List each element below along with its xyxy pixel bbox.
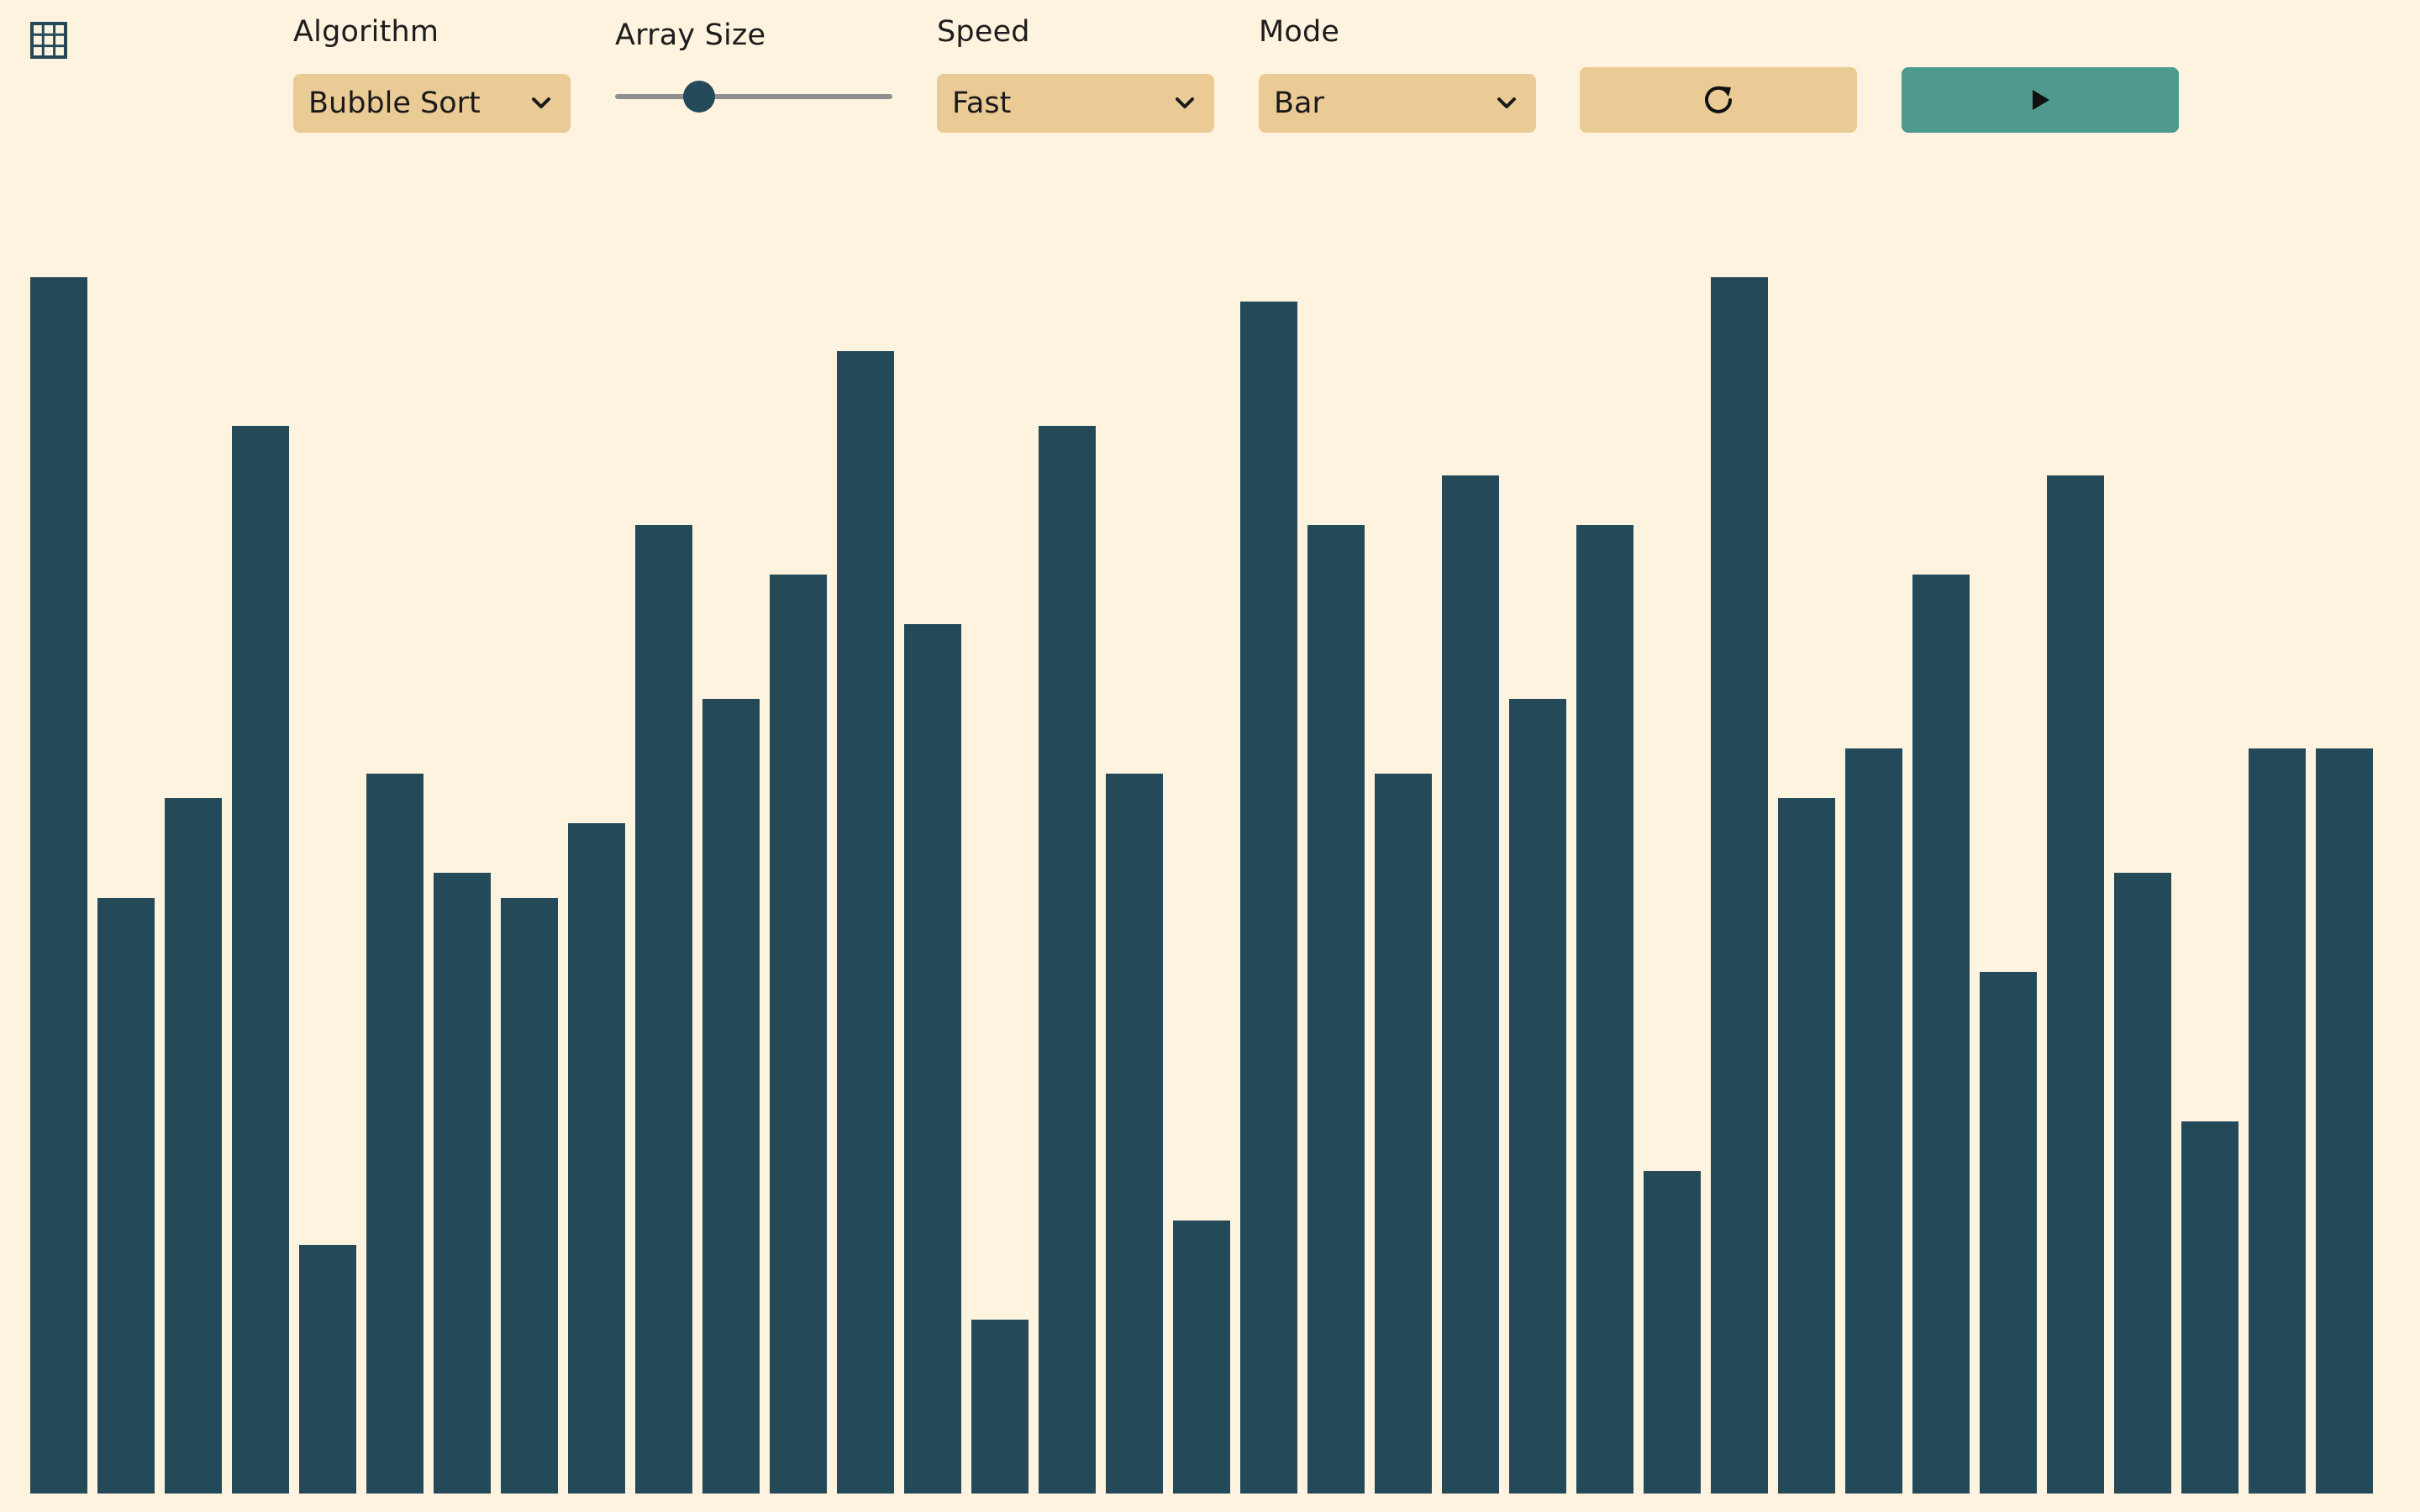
array-bar	[1509, 699, 1567, 1494]
array-bar	[837, 351, 895, 1494]
array-bar	[1375, 773, 1433, 1494]
mode-select[interactable]: Bar	[1259, 74, 1536, 133]
array-bar	[366, 773, 424, 1494]
array-bar	[1106, 773, 1164, 1494]
array-bar	[2114, 873, 2172, 1494]
speed-label: Speed	[937, 15, 1030, 49]
chevron-down-icon	[532, 97, 550, 108]
mode-label: Mode	[1259, 15, 1340, 49]
array-bar	[635, 525, 693, 1494]
refresh-icon	[1705, 86, 1732, 113]
chevron-down-icon	[1497, 97, 1516, 108]
array-bar	[1307, 525, 1365, 1494]
array-bar	[1442, 475, 1500, 1494]
array-bar	[434, 873, 492, 1494]
array-size-label: Array Size	[615, 18, 766, 52]
grid-icon[interactable]	[30, 22, 67, 59]
array-bar	[165, 798, 223, 1494]
array-bar	[1980, 972, 2038, 1494]
array-bar	[1240, 302, 1298, 1494]
array-bar	[2047, 475, 2105, 1494]
play-button[interactable]	[1902, 67, 2179, 133]
array-bar	[2249, 748, 2307, 1494]
speed-select-value: Fast	[952, 87, 1012, 120]
array-bar	[501, 897, 559, 1494]
array-bar	[1912, 575, 1970, 1494]
mode-select-value: Bar	[1274, 87, 1324, 120]
array-bar	[702, 699, 760, 1494]
array-bar	[1644, 1170, 1702, 1494]
array-size-slider-thumb[interactable]	[683, 81, 715, 113]
array-bar	[97, 897, 155, 1494]
array-bar	[971, 1320, 1029, 1494]
array-size-slider[interactable]	[615, 94, 892, 99]
algorithm-select-value: Bubble Sort	[308, 87, 481, 120]
algorithm-label: Algorithm	[293, 15, 439, 49]
array-bar	[904, 624, 962, 1494]
array-bar	[232, 425, 290, 1494]
array-bar	[2181, 1121, 2239, 1494]
array-bar	[568, 822, 626, 1494]
algorithm-select[interactable]: Bubble Sort	[293, 74, 571, 133]
speed-select[interactable]: Fast	[937, 74, 1214, 133]
play-icon	[2033, 90, 2049, 110]
array-bar	[30, 276, 88, 1494]
array-bar	[770, 575, 828, 1494]
array-bar	[1173, 1220, 1231, 1494]
array-bars-chart	[30, 252, 2383, 1494]
array-bar	[1039, 425, 1097, 1494]
reset-button[interactable]	[1580, 67, 1857, 133]
array-bar	[1576, 525, 1634, 1494]
array-bar	[1778, 798, 1836, 1494]
array-bar	[1845, 748, 1903, 1494]
array-bar	[2316, 748, 2374, 1494]
array-bar	[1711, 276, 1769, 1494]
chevron-down-icon	[1176, 97, 1194, 108]
array-bar	[299, 1245, 357, 1494]
